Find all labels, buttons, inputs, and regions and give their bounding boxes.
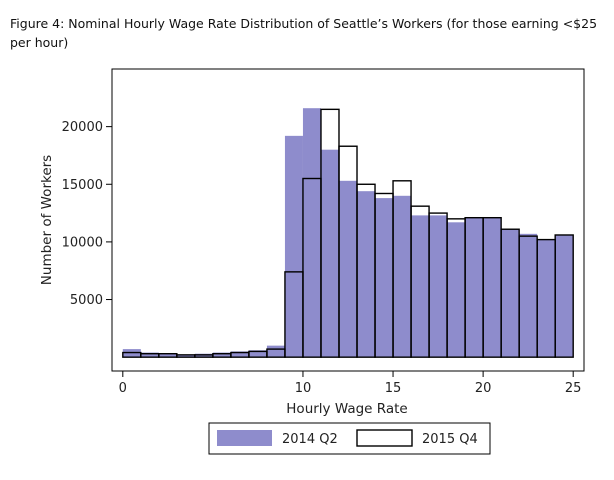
bar-2014-q2 — [176, 354, 195, 358]
legend-label-2015-q4: 2015 Q4 — [422, 432, 478, 447]
bar-2014-q2 — [357, 191, 376, 358]
y-tick-label: 10000 — [62, 235, 103, 250]
bar-2014-q2 — [248, 350, 267, 358]
bar-2014-q2 — [393, 195, 412, 358]
x-tick-label: 0 — [119, 381, 127, 396]
figure-title: Figure 4: Nominal Hourly Wage Rate Distr… — [10, 16, 598, 50]
plot-frame — [111, 68, 585, 372]
x-tick-label: 15 — [385, 381, 402, 396]
legend-swatch-2015-q4 — [356, 429, 413, 447]
x-tick-label: 25 — [565, 381, 582, 396]
bar-2014-q2 — [465, 217, 484, 358]
bar-2014-q2 — [375, 198, 394, 358]
y-tick-label: 20000 — [62, 120, 103, 135]
series-2015-q4-bars — [122, 108, 574, 358]
x-tick-label: 10 — [295, 381, 312, 396]
legend-label-2014-q2: 2014 Q2 — [282, 432, 338, 447]
bar-2014-q2 — [212, 352, 231, 358]
bar-2014-q2 — [158, 353, 177, 358]
y-tick-label: 5000 — [70, 293, 103, 308]
series-2014-q2-bars — [122, 108, 574, 358]
bar-2015-q4 — [554, 234, 574, 358]
bar-2014-q2 — [230, 351, 249, 358]
legend: 2014 Q2 2015 Q4 — [208, 422, 491, 455]
bar-2014-q2 — [483, 217, 502, 358]
bar-2014-q2 — [338, 180, 358, 358]
y-axis-label: Number of Workers — [39, 155, 55, 285]
bar-2014-q2 — [537, 239, 556, 358]
bar-2014-q2 — [447, 222, 466, 358]
bar-2014-q2 — [284, 135, 303, 358]
bar-2014-q2 — [266, 345, 285, 358]
bar-2014-q2 — [302, 108, 321, 358]
bar-2014-q2 — [555, 234, 574, 358]
bar-2014-q2 — [429, 215, 448, 358]
bar-2014-q2 — [140, 352, 159, 358]
legend-swatch-2014-q2 — [217, 430, 272, 446]
x-tick-label: 20 — [475, 381, 492, 396]
x-axis-label: Hourly Wage Rate — [286, 401, 407, 417]
bar-2014-q2 — [411, 215, 430, 358]
axes: 0 10 15 20 25 5000 10000 15000 20000 — [62, 120, 582, 396]
bar-2014-q2 — [519, 233, 538, 358]
bar-2014-q2 — [501, 229, 520, 358]
bar-2014-q2 — [320, 149, 339, 358]
y-tick-label: 15000 — [62, 178, 103, 193]
